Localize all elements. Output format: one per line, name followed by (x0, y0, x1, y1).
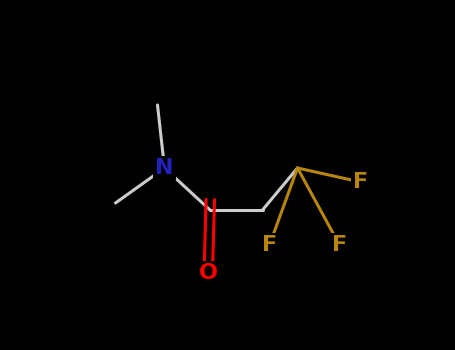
Text: N: N (155, 158, 174, 178)
Text: O: O (199, 263, 218, 283)
Text: F: F (332, 235, 347, 255)
Text: F: F (353, 172, 368, 192)
Text: F: F (262, 235, 277, 255)
